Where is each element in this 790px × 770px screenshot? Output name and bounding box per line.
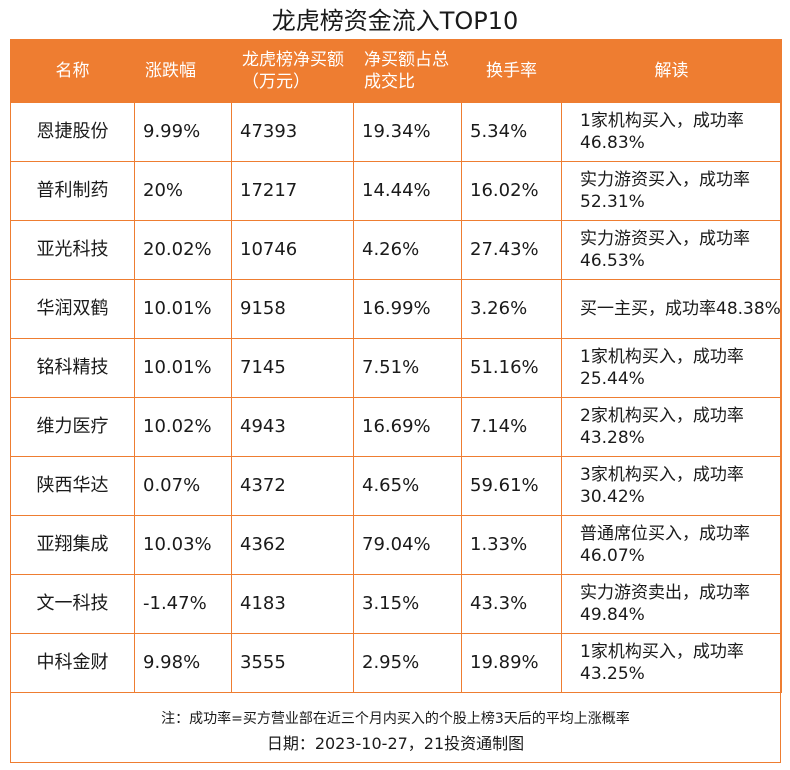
turnover-cell: 51.16%	[461, 338, 562, 398]
note-cell: 实力游资买入，成功率46.53%	[561, 220, 782, 280]
turnover-cell: 59.61%	[461, 456, 562, 516]
note-cell: 实力游资卖出，成功率49.84%	[561, 574, 782, 634]
ratio-cell: 16.69%	[353, 397, 462, 457]
turnover-cell: 7.14%	[461, 397, 562, 457]
net-buy-cell: 3555	[231, 633, 354, 693]
stock-name: 文一科技	[10, 574, 135, 634]
change-cell: 10.01%	[134, 279, 232, 339]
turnover-cell: 5.34%	[461, 102, 562, 162]
change-cell: 10.03%	[134, 515, 232, 575]
net-buy-cell: 4372	[231, 456, 354, 516]
ratio-cell: 16.99%	[353, 279, 462, 339]
table-row: 陕西华达 0.07% 4372 4.65% 59.61% 3家机构买入，成功率30.42%	[10, 456, 782, 516]
ratio-cell: 79.04%	[353, 515, 462, 575]
net-buy-cell: 7145	[231, 338, 354, 398]
header-note: 解读	[561, 39, 782, 103]
ratio-cell: 2.95%	[353, 633, 462, 693]
table-row: 恩捷股份 9.99% 47393 19.34% 5.34% 1家机构买入，成功率46.83…	[10, 102, 782, 162]
stock-name: 普利制药	[10, 161, 135, 221]
change-cell: 20.02%	[134, 220, 232, 280]
note-cell: 1家机构买入，成功率25.44%	[561, 338, 782, 398]
table-row: 华润双鹤 10.01% 9158 16.99% 3.26% 买一主买，成功率48.38%	[10, 279, 782, 339]
change-cell: 10.01%	[134, 338, 232, 398]
ratio-cell: 3.15%	[353, 574, 462, 634]
stock-name: 维力医疗	[10, 397, 135, 457]
note-cell: 1家机构买入，成功率46.83%	[561, 102, 782, 162]
table-row: 亚翔集成 10.03% 4362 79.04% 1.33% 普通席位买入，成功率46.07…	[10, 515, 782, 575]
note-cell: 实力游资买入，成功率52.31%	[561, 161, 782, 221]
table-header-row: 名称 涨跌幅 龙虎榜净买额（万元） 净买额占总成交比 换手率 解读	[10, 39, 782, 103]
note-cell: 1家机构买入，成功率43.25%	[561, 633, 782, 693]
stock-name: 中科金财	[10, 633, 135, 693]
ratio-cell: 7.51%	[353, 338, 462, 398]
table-row: 普利制药 20% 17217 14.44% 16.02% 实力游资买入，成功率52.31%	[10, 161, 782, 221]
turnover-cell: 3.26%	[461, 279, 562, 339]
stock-name: 亚光科技	[10, 220, 135, 280]
note-cell: 3家机构买入，成功率30.42%	[561, 456, 782, 516]
turnover-cell: 19.89%	[461, 633, 562, 693]
stock-name: 铭科精技	[10, 338, 135, 398]
header-net-buy: 龙虎榜净买额（万元）	[231, 39, 354, 103]
table-row: 亚光科技 20.02% 10746 4.26% 27.43% 实力游资买入，成功率46.5…	[10, 220, 782, 280]
header-ratio: 净买额占总成交比	[353, 39, 462, 103]
net-buy-cell: 4362	[231, 515, 354, 575]
net-buy-cell: 47393	[231, 102, 354, 162]
footnote: 注：成功率=买方营业部在近三个月内买入的个股上榜3天后的平均上涨概率	[161, 711, 630, 727]
stock-name: 华润双鹤	[10, 279, 135, 339]
stock-name: 陕西华达	[10, 456, 135, 516]
change-cell: 10.02%	[134, 397, 232, 457]
ratio-cell: 4.65%	[353, 456, 462, 516]
page-title: 龙虎榜资金流入TOP10	[271, 7, 519, 35]
stock-name: 恩捷股份	[10, 102, 135, 162]
stock-name: 亚翔集成	[10, 515, 135, 575]
header-name: 名称	[10, 39, 135, 103]
turnover-cell: 43.3%	[461, 574, 562, 634]
change-cell: 0.07%	[134, 456, 232, 516]
ranking-table: 名称 涨跌幅 龙虎榜净买额（万元） 净买额占总成交比 换手率 解读 恩捷股份 9.…	[10, 39, 782, 693]
table-body: 恩捷股份 9.99% 47393 19.34% 5.34% 1家机构买入，成功率46.83…	[10, 102, 782, 693]
table-row: 中科金财 9.98% 3555 2.95% 19.89% 1家机构买入，成功率43.25%	[10, 633, 782, 693]
change-cell: 20%	[134, 161, 232, 221]
turnover-cell: 16.02%	[461, 161, 562, 221]
note-cell: 2家机构买入，成功率43.28%	[561, 397, 782, 457]
net-buy-cell: 9158	[231, 279, 354, 339]
ratio-cell: 4.26%	[353, 220, 462, 280]
turnover-cell: 1.33%	[461, 515, 562, 575]
note-cell: 买一主买，成功率48.38%	[561, 279, 782, 339]
table-row: 铭科精技 10.01% 7145 7.51% 51.16% 1家机构买入，成功率25.44…	[10, 338, 782, 398]
ratio-cell: 19.34%	[353, 102, 462, 162]
table-row: 文一科技 -1.47% 4183 3.15% 43.3% 实力游资卖出，成功率49.84%	[10, 574, 782, 634]
date-source: 日期：2023-10-27，21投资通制图	[266, 734, 525, 753]
change-cell: -1.47%	[134, 574, 232, 634]
header-turnover: 换手率	[461, 39, 562, 103]
table-row: 维力医疗 10.02% 4943 16.69% 7.14% 2家机构买入，成功率43.28…	[10, 397, 782, 457]
net-buy-cell: 17217	[231, 161, 354, 221]
ratio-cell: 14.44%	[353, 161, 462, 221]
net-buy-cell: 4183	[231, 574, 354, 634]
net-buy-cell: 10746	[231, 220, 354, 280]
net-buy-cell: 4943	[231, 397, 354, 457]
change-cell: 9.99%	[134, 102, 232, 162]
turnover-cell: 27.43%	[461, 220, 562, 280]
change-cell: 9.98%	[134, 633, 232, 693]
note-cell: 普通席位买入，成功率46.07%	[561, 515, 782, 575]
header-change: 涨跌幅	[134, 39, 232, 103]
